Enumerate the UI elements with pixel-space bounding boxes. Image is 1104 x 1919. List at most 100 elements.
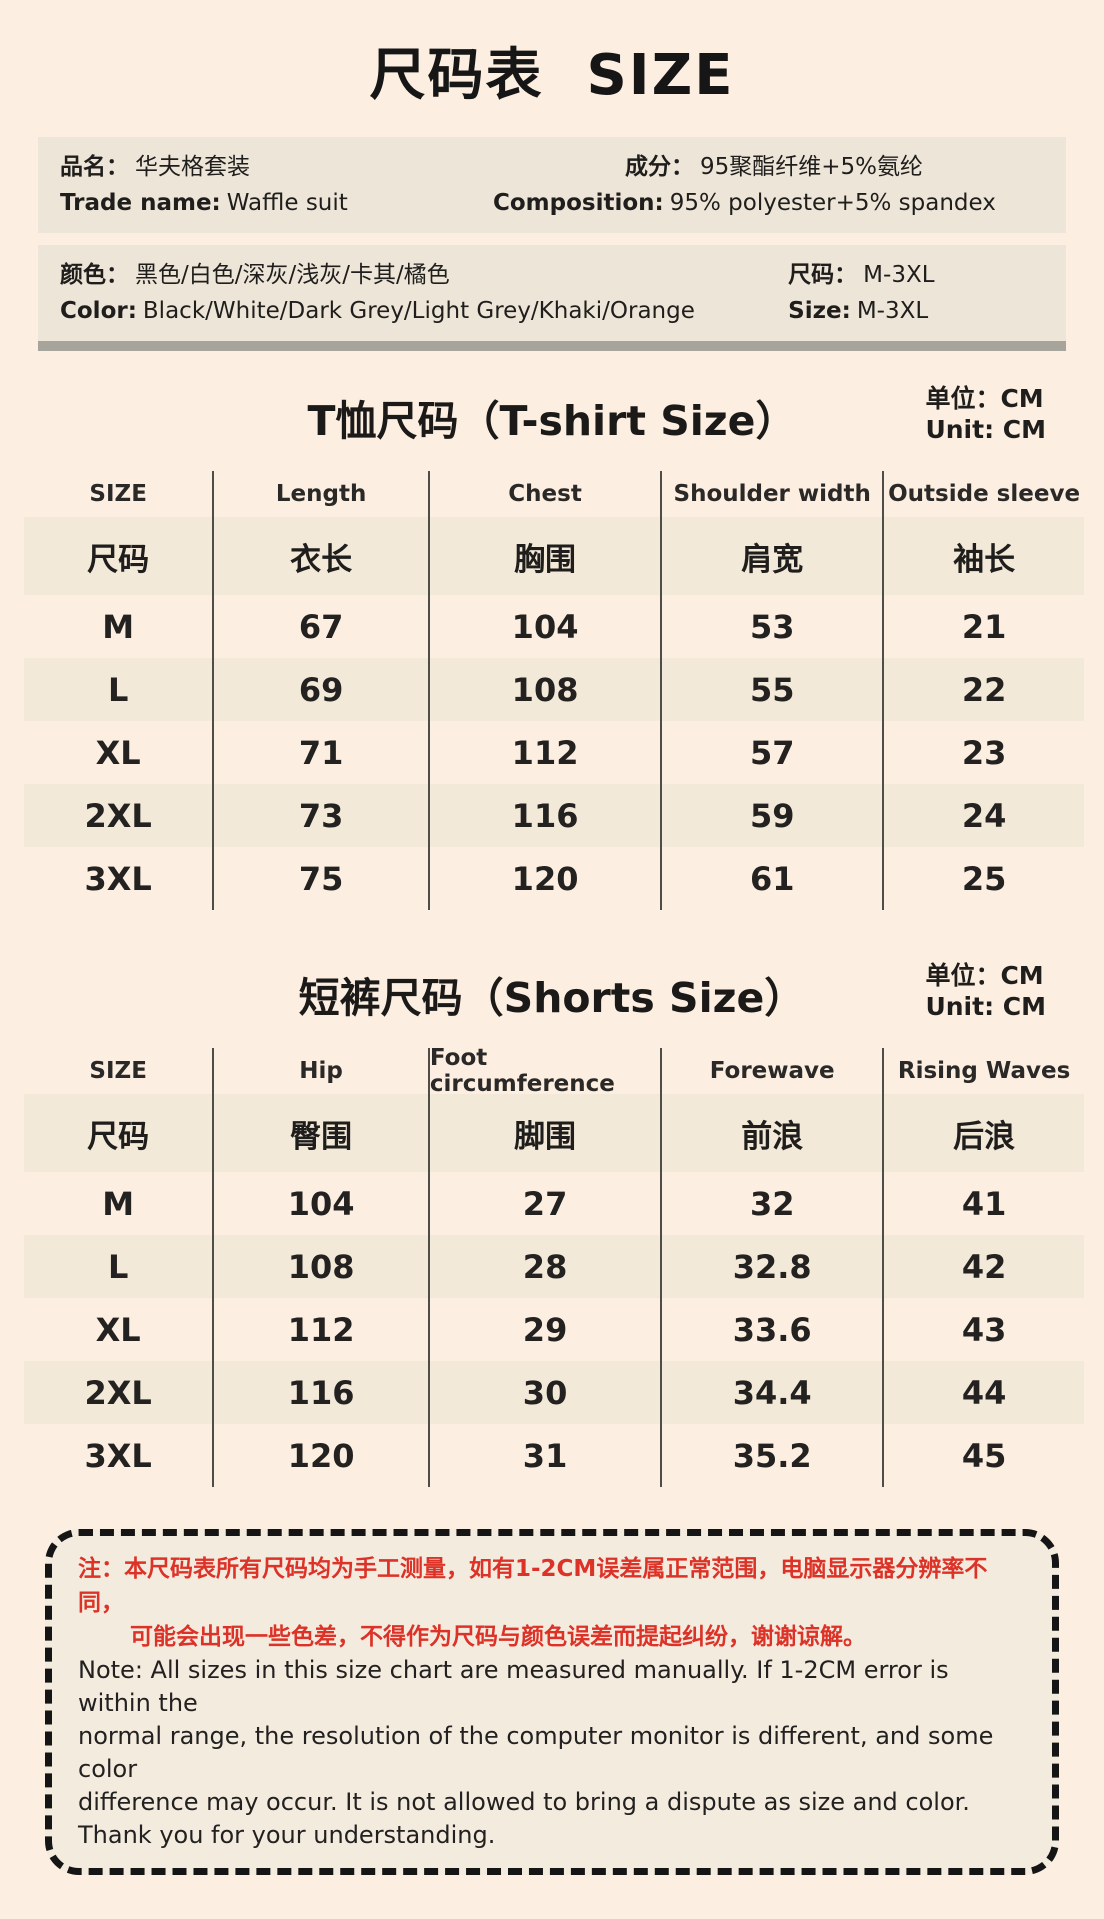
- column-header: 胸围: [430, 517, 663, 595]
- value-cell: 32.8: [662, 1235, 885, 1298]
- table-row: XL 71 112 57 23: [24, 721, 1084, 784]
- composition-label-zh: 成分：: [624, 154, 694, 180]
- note-en-line1: Note: All sizes in this size chart are m…: [78, 1656, 949, 1717]
- value-cell: 33.6: [662, 1298, 885, 1361]
- column-header: 前浪: [662, 1094, 885, 1172]
- value-cell: 34.4: [662, 1361, 885, 1424]
- value-cell: 35.2: [662, 1424, 885, 1487]
- size-range-value-zh: M-3XL: [863, 262, 935, 288]
- color-zh: 颜色： 黑色/白色/深灰/浅灰/卡其/橘色: [60, 257, 788, 293]
- shorts-table-title: 短裤尺码（Shorts Size）: [298, 974, 806, 1022]
- value-cell: 27: [430, 1172, 663, 1235]
- composition-label-en: Composition:: [492, 190, 664, 216]
- size-range-value-en: M-3XL: [856, 298, 929, 324]
- value-cell: 67: [214, 595, 430, 658]
- value-cell: 29: [430, 1298, 663, 1361]
- table-row: L 69 108 55 22: [24, 658, 1084, 721]
- size-range-block: 尺码： M-3XL Size: M-3XL: [788, 257, 1044, 329]
- shorts-unit-en: Unit: CM: [925, 992, 1046, 1021]
- table-row: M 67 104 53 21: [24, 595, 1084, 658]
- size-range-zh: 尺码： M-3XL: [788, 257, 1044, 293]
- column-header: Foot circumference: [430, 1045, 663, 1097]
- value-cell: 43: [961, 1310, 1007, 1349]
- value-cell: 53: [662, 595, 885, 658]
- value-cell: 23: [961, 733, 1007, 772]
- size-cell: 2XL: [24, 1361, 215, 1424]
- size-cell: 3XL: [24, 847, 215, 910]
- tshirt-unit-zh: 单位：CM: [925, 384, 1044, 413]
- size-cell: XL: [24, 1298, 215, 1361]
- value-cell: 44: [961, 1373, 1007, 1412]
- product-name-label-zh: 品名：: [60, 154, 129, 180]
- page-title: 尺码表 SIZE: [369, 43, 735, 108]
- size-cell: M: [24, 595, 215, 658]
- color-en: Color: Black/White/Dark Grey/Light Grey/K…: [60, 293, 788, 329]
- tshirt-unit-block: 单位：CM Unit: CM: [925, 383, 1046, 445]
- column-header: Shoulder width: [662, 471, 885, 517]
- value-cell: 59: [662, 784, 885, 847]
- column-header: 臀围: [214, 1094, 430, 1172]
- column-header: 衣长: [214, 517, 430, 595]
- column-header: 尺码: [24, 1094, 215, 1172]
- shorts-size-table: SIZE Hip Foot circumference Forewave Ris…: [24, 1045, 1084, 1487]
- color-label-en: Color:: [60, 298, 137, 324]
- note-en-line2: normal range, the resolution of the comp…: [78, 1722, 994, 1783]
- tshirt-header-row-zh: 尺码 衣长 胸围 肩宽 袖长: [24, 517, 1084, 595]
- color-value-en: Black/White/Dark Grey/Light Grey/Khaki/O…: [142, 298, 695, 324]
- tshirt-table-title: T恤尺码（T-shirt Size）: [307, 397, 797, 445]
- value-cell: 42: [961, 1247, 1007, 1286]
- value-cell: 41: [961, 1184, 1007, 1223]
- color-block: 颜色： 黑色/白色/深灰/浅灰/卡其/橘色 Color: Black/White/D…: [60, 257, 788, 329]
- tshirt-section-header: T恤尺码（T-shirt Size） 单位：CM Unit: CM: [0, 379, 1104, 471]
- table-row: XL 112 29 33.6 43: [24, 1298, 1084, 1361]
- value-cell: 73: [214, 784, 430, 847]
- value-cell: 71: [214, 721, 430, 784]
- table-row: L 108 28 32.8 42: [24, 1235, 1084, 1298]
- color-label-zh: 颜色：: [60, 262, 129, 288]
- value-cell: 112: [430, 721, 663, 784]
- value-cell: 21: [961, 607, 1007, 646]
- composition-block: 成分： 95聚酯纤维+5%氨纶 Composition: 95% polyester…: [493, 149, 1044, 221]
- value-cell: 57: [662, 721, 885, 784]
- shorts-header-row-en: SIZE Hip Foot circumference Forewave Ris…: [24, 1045, 1084, 1097]
- table-row: 2XL 116 30 34.4 44: [24, 1361, 1084, 1424]
- product-name-value-en: Waffle suit: [226, 190, 348, 216]
- tshirt-size-table: SIZE Length Chest Shoulder width Outside…: [24, 471, 1084, 910]
- product-info-section: 品名： 华夫格套装 Trade name: Waffle suit 成分： 95聚酯纤…: [38, 137, 1066, 351]
- product-name-zh: 品名： 华夫格套装: [60, 149, 493, 185]
- tshirt-unit-en: Unit: CM: [925, 415, 1046, 444]
- column-header: Rising Waves: [897, 1058, 1071, 1084]
- composition-zh: 成分： 95聚酯纤维+5%氨纶: [493, 149, 1044, 185]
- shorts-unit-zh: 单位：CM: [925, 961, 1044, 990]
- table-row: 3XL 120 31 35.2 45: [24, 1424, 1084, 1487]
- column-header: SIZE: [24, 471, 215, 517]
- value-cell: 108: [430, 658, 663, 721]
- value-cell: 45: [961, 1436, 1007, 1475]
- value-cell: 25: [961, 859, 1007, 898]
- value-cell: 31: [430, 1424, 663, 1487]
- product-name-en: Trade name: Waffle suit: [60, 185, 493, 221]
- size-cell: XL: [24, 721, 215, 784]
- column-header: 尺码: [24, 517, 215, 595]
- color-value-zh: 黑色/白色/深灰/浅灰/卡其/橘色: [135, 262, 450, 288]
- size-range-label-zh: 尺码：: [788, 262, 858, 288]
- column-header: 脚围: [430, 1094, 663, 1172]
- column-header: Chest: [430, 471, 663, 517]
- note-zh-line2: 可能会出现一些色差，不得作为尺码与颜色误差而提起纠纷，谢谢谅解。: [130, 1624, 866, 1650]
- value-cell: 30: [430, 1361, 663, 1424]
- size-cell: 2XL: [24, 784, 215, 847]
- value-cell: 120: [430, 847, 663, 910]
- column-header: Hip: [214, 1048, 430, 1094]
- table-row: 3XL 75 120 61 25: [24, 847, 1084, 910]
- shorts-unit-block: 单位：CM Unit: CM: [925, 960, 1046, 1022]
- table-row: M 104 27 32 41: [24, 1172, 1084, 1235]
- note-zh-line1: 注：本尺码表所有尺码均为手工测量，如有1-2CM误差属正常范围，电脑显示器分辨率…: [78, 1556, 988, 1616]
- value-cell: 61: [662, 847, 885, 910]
- size-range-label-en: Size:: [788, 298, 851, 324]
- product-name-value-zh: 华夫格套装: [135, 154, 250, 180]
- column-header: 肩宽: [662, 517, 885, 595]
- note-en-line3: difference may occur. It is not allowed …: [78, 1788, 970, 1816]
- column-header: 袖长: [953, 541, 1016, 578]
- value-cell: 112: [214, 1298, 430, 1361]
